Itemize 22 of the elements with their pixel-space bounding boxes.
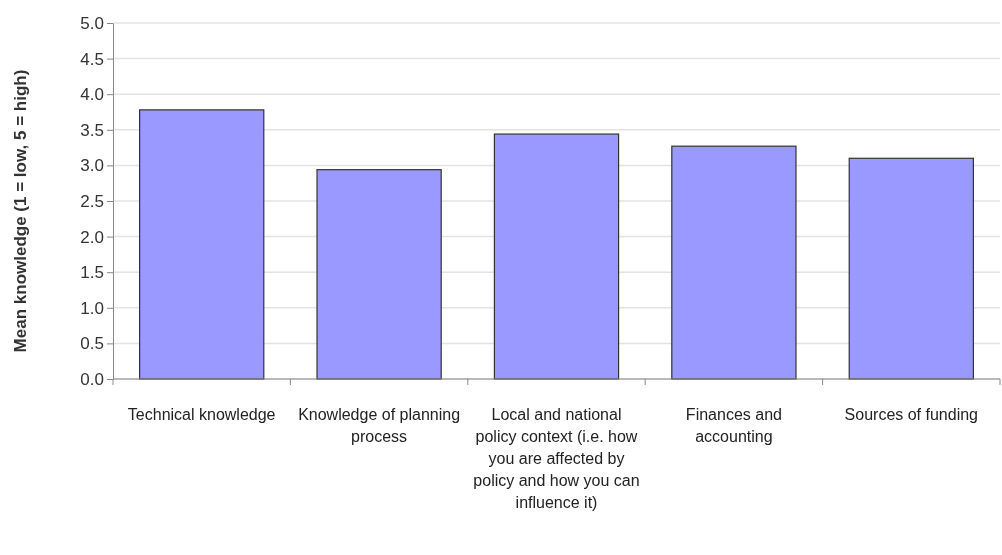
y-tick-label: 4.0 — [80, 85, 104, 105]
y-tick-label: 1.5 — [80, 263, 104, 283]
y-tick-label: 3.5 — [80, 120, 104, 140]
x-tick-label: Technical knowledge — [127, 406, 276, 423]
y-tick-label: 0.0 — [80, 369, 104, 389]
y-axis-title: Mean knowledge (1 = low, 5 = high) — [11, 69, 30, 353]
y-tick-label: 1.0 — [80, 298, 104, 318]
bar — [316, 169, 442, 380]
y-tick-label: 5.0 — [80, 13, 104, 33]
bar — [139, 109, 265, 380]
bar — [671, 145, 797, 380]
x-tick-label: Local and national policy context (i.e. how you are affected by policy and how you can influence it) — [473, 406, 640, 511]
bar — [848, 157, 974, 380]
y-tick-label: 2.0 — [80, 227, 104, 247]
bar — [493, 133, 620, 380]
x-tick-label: Finances and accounting — [685, 406, 782, 445]
y-tick-label: 4.5 — [80, 49, 104, 69]
y-tick-label: 0.5 — [80, 334, 104, 354]
y-tick-label: 3.0 — [80, 156, 104, 176]
x-tick-label: Sources of funding — [844, 406, 979, 423]
y-tick-label: 2.5 — [80, 191, 104, 211]
x-tick-label: Knowledge of planning process — [298, 406, 461, 445]
